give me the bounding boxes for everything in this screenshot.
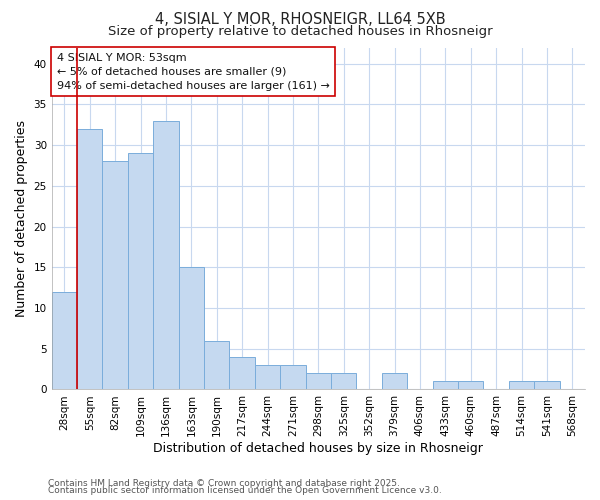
Bar — [52, 292, 77, 390]
Bar — [280, 365, 305, 390]
Bar — [255, 365, 280, 390]
Bar — [331, 373, 356, 390]
Bar — [153, 121, 179, 390]
Bar — [382, 373, 407, 390]
Text: Contains HM Land Registry data © Crown copyright and database right 2025.: Contains HM Land Registry data © Crown c… — [48, 478, 400, 488]
Bar — [433, 382, 458, 390]
Text: 4 SISIAL Y MOR: 53sqm
← 5% of detached houses are smaller (9)
94% of semi-detach: 4 SISIAL Y MOR: 53sqm ← 5% of detached h… — [57, 52, 330, 90]
Text: Size of property relative to detached houses in Rhosneigr: Size of property relative to detached ho… — [107, 25, 493, 38]
Bar — [179, 268, 204, 390]
Bar — [77, 129, 103, 390]
Bar — [128, 154, 153, 390]
Bar — [509, 382, 534, 390]
Text: 4, SISIAL Y MOR, RHOSNEIGR, LL64 5XB: 4, SISIAL Y MOR, RHOSNEIGR, LL64 5XB — [155, 12, 445, 28]
Bar — [204, 340, 229, 390]
Bar — [305, 373, 331, 390]
Bar — [229, 357, 255, 390]
Y-axis label: Number of detached properties: Number of detached properties — [15, 120, 28, 317]
Bar — [534, 382, 560, 390]
Bar — [103, 162, 128, 390]
Bar — [458, 382, 484, 390]
X-axis label: Distribution of detached houses by size in Rhosneigr: Distribution of detached houses by size … — [154, 442, 483, 455]
Text: Contains public sector information licensed under the Open Government Licence v3: Contains public sector information licen… — [48, 486, 442, 495]
